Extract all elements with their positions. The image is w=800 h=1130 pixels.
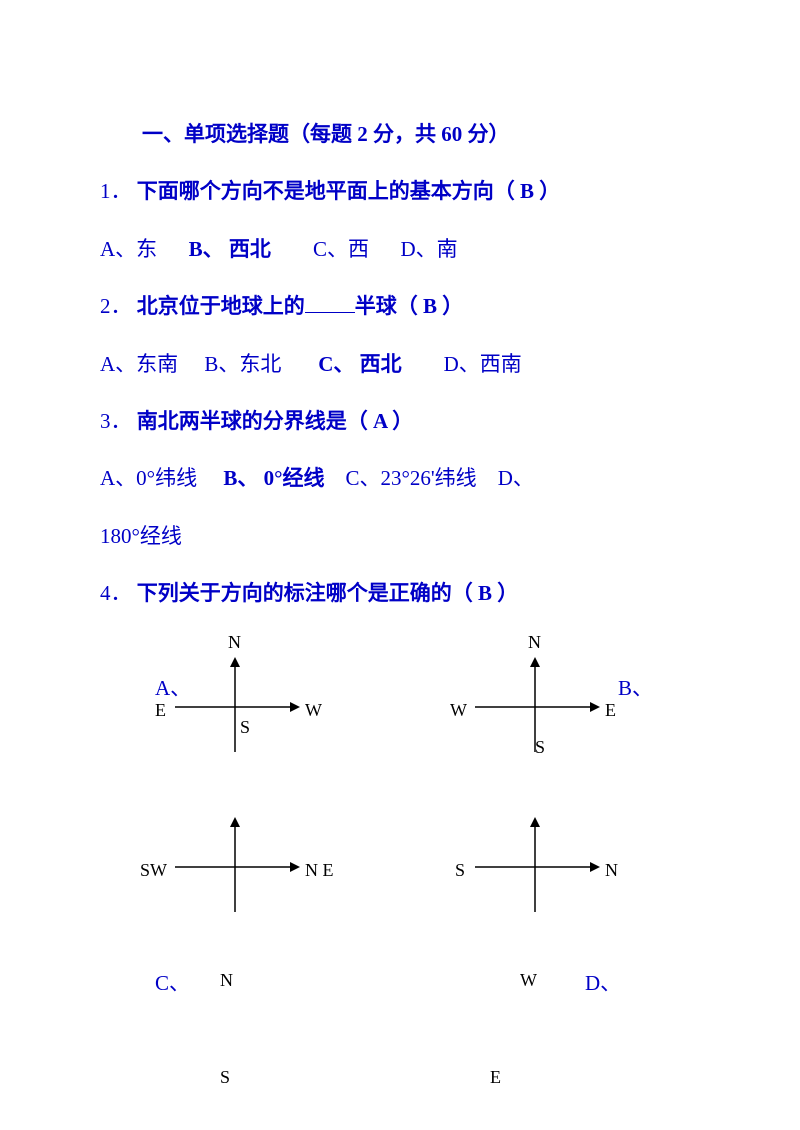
- q2-opt-c: C、 西北: [318, 352, 401, 376]
- q2-text2: 半球（ B ）: [355, 294, 464, 318]
- compass-icon: [165, 652, 305, 762]
- q3-opt-c: C、23°26'纬线: [345, 466, 476, 490]
- blank-line: [305, 312, 355, 313]
- compass-icon: [465, 652, 605, 762]
- q3-opt-b: B、 0°经线: [223, 466, 324, 490]
- dia-c-s: S: [220, 1067, 230, 1088]
- bottom-label-row2: S E: [100, 1067, 700, 1107]
- q3-opt-d-cont: 180°经线: [100, 522, 700, 551]
- q2-num: 2．: [100, 294, 132, 318]
- q2-stem: 2． 北京位于地球上的 半球（ B ）: [100, 292, 700, 321]
- dia-a-right: W: [305, 700, 322, 721]
- diagram-row-bottom: SW N E S N: [100, 797, 700, 937]
- diagram-c-cell: SW N E: [100, 797, 370, 937]
- dia-d-w: W: [520, 970, 537, 991]
- q4-text: 下列关于方向的标注哪个是正确的（ B ）: [137, 581, 519, 605]
- q2-opt-d: D、西南: [444, 352, 522, 376]
- dia-b-right: E: [605, 700, 616, 721]
- compass-icon: [165, 812, 305, 922]
- bottom-c-cell2: S: [100, 1067, 370, 1107]
- q2-text1: 北京位于地球上的: [137, 294, 305, 318]
- dia-c-n: N: [220, 970, 233, 991]
- q3-opt-a: A、0°纬线: [100, 466, 197, 490]
- q2-opt-b: B、东北: [204, 352, 281, 376]
- q4-stem: 4． 下列关于方向的标注哪个是正确的（ B ）: [100, 579, 700, 608]
- q1-options: A、东 B、 西北 C、西 D、南: [100, 235, 700, 264]
- dia-d-left: S: [455, 860, 465, 881]
- bottom-d-cell: W D、: [400, 967, 670, 1007]
- q1-num: 1．: [100, 179, 132, 203]
- q3-options: A、0°纬线 B、 0°经线 C、23°26'纬线 D、: [100, 464, 700, 493]
- dia-a-top: N: [228, 632, 241, 653]
- compass-icon: [465, 812, 605, 922]
- q3-num: 3．: [100, 409, 132, 433]
- q2-options: A、东南 B、东北 C、 西北 D、西南: [100, 350, 700, 379]
- q1-text: 下面哪个方向不是地平面上的基本方向（ B ）: [137, 179, 561, 203]
- page-body: 一、单项选择题（每题 2 分，共 60 分） 1． 下面哪个方向不是地平面上的基…: [0, 0, 800, 1107]
- dia-c-left: SW: [140, 860, 167, 881]
- diagram-d-cell: S N: [400, 797, 670, 937]
- q1-opt-c: C、西: [313, 237, 369, 261]
- bottom-d-cell2: E: [400, 1067, 670, 1107]
- opt-b-label: B、: [618, 672, 653, 702]
- dia-b-top: N: [528, 632, 541, 653]
- dia-c-right: N E: [305, 860, 334, 881]
- q1-opt-d: D、南: [400, 237, 457, 261]
- q2-opt-a: A、东南: [100, 352, 178, 376]
- opt-c-label: C、: [155, 967, 190, 997]
- diagram-a-cell: A、 N E W S: [100, 637, 370, 777]
- q3-stem: 3． 南北两半球的分界线是（ A ）: [100, 407, 700, 436]
- bottom-label-row1: C、 N W D、: [100, 967, 700, 1007]
- dia-d-e: E: [490, 1067, 501, 1088]
- q1-opt-a: A、东: [100, 237, 157, 261]
- q1-opt-b: B、 西北: [189, 237, 271, 261]
- q3-opt-d: D、: [498, 466, 534, 490]
- opt-d-label: D、: [585, 967, 621, 997]
- q1-stem: 1． 下面哪个方向不是地平面上的基本方向（ B ）: [100, 177, 700, 206]
- diagram-b-cell: B、 N W E S: [400, 637, 670, 777]
- bottom-c-cell: C、 N: [100, 967, 370, 1007]
- dia-d-right: N: [605, 860, 618, 881]
- q3-text: 南北两半球的分界线是（ A ）: [137, 409, 414, 433]
- diagram-row-top: A、 N E W S B、 N W E S: [100, 637, 700, 777]
- section-title: 一、单项选择题（每题 2 分，共 60 分）: [100, 120, 700, 149]
- q4-num: 4．: [100, 581, 132, 605]
